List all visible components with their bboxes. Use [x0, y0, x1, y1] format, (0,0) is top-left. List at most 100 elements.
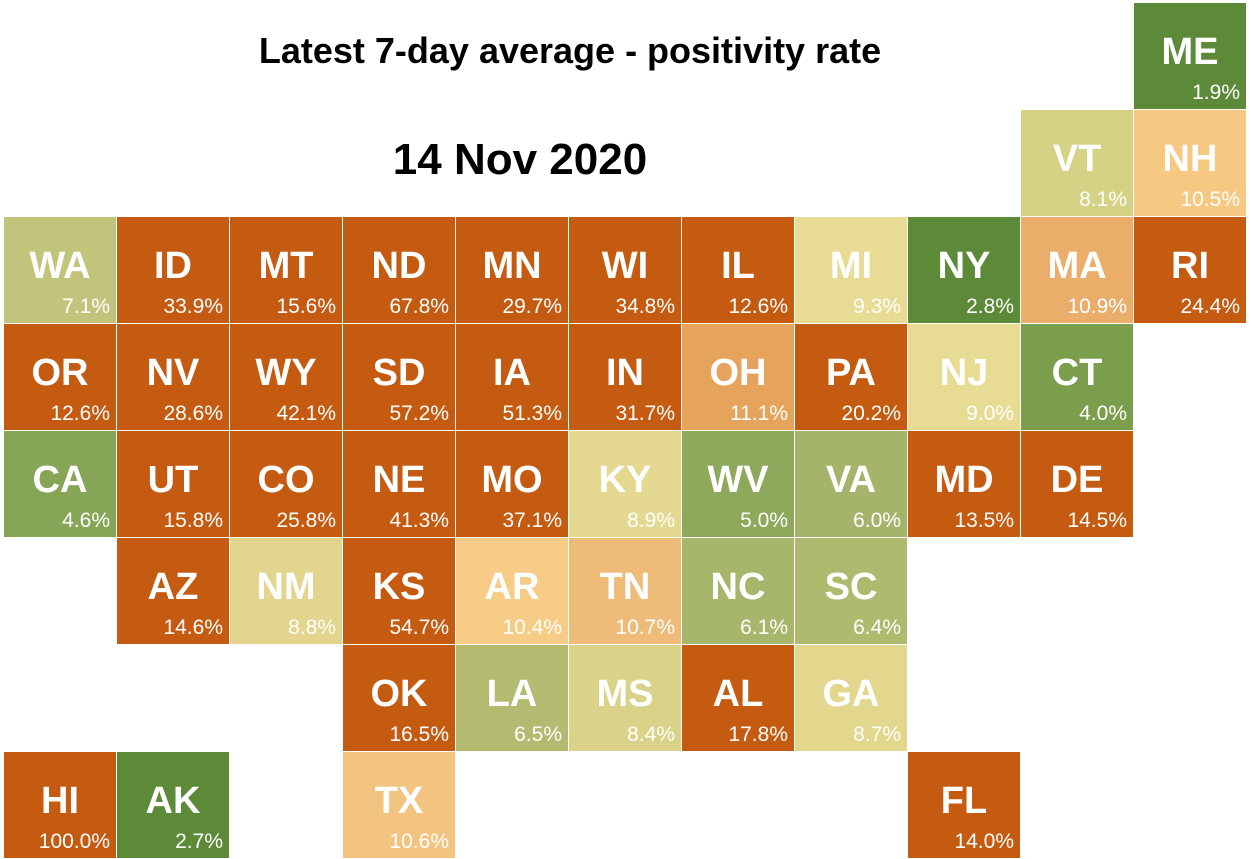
- state-tile-ct: CT 4.0%: [1021, 324, 1134, 431]
- state-abbr: NH: [1162, 138, 1218, 180]
- state-positivity-rate: 7.1%: [62, 295, 110, 318]
- state-abbr: NV: [146, 352, 200, 394]
- state-positivity-rate: 29.7%: [502, 295, 562, 318]
- state-abbr: NJ: [939, 352, 989, 394]
- state-positivity-rate: 2.8%: [966, 295, 1014, 318]
- state-positivity-rate: 20.2%: [841, 402, 901, 425]
- state-positivity-rate: 6.0%: [853, 509, 901, 532]
- state-tile-ga: GA 8.7%: [795, 645, 908, 752]
- state-positivity-rate: 28.6%: [163, 402, 223, 425]
- state-tile-az: AZ 14.6%: [117, 538, 230, 645]
- state-tile-ms: MS 8.4%: [569, 645, 682, 752]
- state-abbr: MS: [596, 673, 654, 715]
- state-abbr: MO: [481, 459, 543, 501]
- state-abbr: AZ: [147, 566, 199, 608]
- state-tile-mi: MI 9.3%: [795, 217, 908, 324]
- state-tile-md: MD 13.5%: [908, 431, 1021, 538]
- state-positivity-rate: 1.9%: [1192, 81, 1240, 104]
- state-tile-ak: AK 2.7%: [117, 752, 230, 859]
- state-positivity-rate: 11.1%: [730, 402, 788, 425]
- state-abbr: RI: [1171, 245, 1209, 287]
- state-positivity-rate: 67.8%: [389, 295, 449, 318]
- chart-date: 14 Nov 2020: [392, 135, 648, 184]
- state-abbr: LA: [486, 673, 538, 715]
- state-positivity-rate: 8.7%: [853, 723, 901, 746]
- state-tile-pa: PA 20.2%: [795, 324, 908, 431]
- state-abbr: WA: [29, 245, 91, 287]
- state-positivity-rate: 15.6%: [276, 295, 336, 318]
- state-abbr: HI: [41, 780, 79, 822]
- state-tile-me: ME 1.9%: [1134, 3, 1247, 110]
- state-abbr: AR: [484, 566, 540, 608]
- state-tile-tx: TX 10.6%: [343, 752, 456, 859]
- state-abbr: TX: [374, 780, 424, 822]
- state-abbr: NM: [256, 566, 316, 608]
- state-tile-ar: AR 10.4%: [456, 538, 569, 645]
- state-positivity-rate: 41.3%: [389, 509, 449, 532]
- state-positivity-rate: 25.8%: [276, 509, 336, 532]
- state-tile-mt: MT 15.6%: [230, 217, 343, 324]
- state-positivity-rate: 37.1%: [502, 509, 562, 532]
- state-positivity-rate: 10.7%: [615, 616, 675, 639]
- state-tile-il: IL 12.6%: [682, 217, 795, 324]
- state-positivity-rate: 10.9%: [1067, 295, 1127, 318]
- state-abbr: CO: [257, 459, 315, 501]
- state-positivity-rate: 51.3%: [502, 402, 562, 425]
- state-positivity-rate: 5.0%: [740, 509, 788, 532]
- state-positivity-rate: 16.5%: [389, 723, 449, 746]
- state-positivity-rate: 14.5%: [1067, 509, 1127, 532]
- state-abbr: MT: [258, 245, 314, 287]
- state-tile-ia: IA 51.3%: [456, 324, 569, 431]
- state-abbr: ID: [154, 245, 192, 287]
- state-abbr: MN: [482, 245, 542, 287]
- state-positivity-rate: 6.1%: [740, 616, 788, 639]
- state-abbr: ND: [371, 245, 427, 287]
- state-tile-ne: NE 41.3%: [343, 431, 456, 538]
- state-abbr: CT: [1051, 352, 1103, 394]
- state-tile-nj: NJ 9.0%: [908, 324, 1021, 431]
- state-positivity-rate: 33.9%: [163, 295, 223, 318]
- state-tile-va: VA 6.0%: [795, 431, 908, 538]
- state-positivity-rate: 14.0%: [954, 830, 1014, 853]
- state-tile-in: IN 31.7%: [569, 324, 682, 431]
- state-positivity-rate: 8.4%: [627, 723, 675, 746]
- state-positivity-rate: 54.7%: [389, 616, 449, 639]
- state-positivity-rate: 2.7%: [175, 830, 223, 853]
- state-abbr: WY: [255, 352, 317, 394]
- state-tile-hi: HI 100.0%: [4, 752, 117, 859]
- state-abbr: VT: [1052, 138, 1102, 180]
- state-abbr: PA: [826, 352, 876, 394]
- state-positivity-rate: 10.6%: [389, 830, 449, 853]
- state-positivity-rate: 4.6%: [62, 509, 110, 532]
- state-positivity-rate: 8.1%: [1079, 188, 1127, 211]
- state-tile-wi: WI 34.8%: [569, 217, 682, 324]
- state-positivity-rate: 42.1%: [276, 402, 336, 425]
- state-abbr: OK: [370, 673, 428, 715]
- state-positivity-rate: 100.0%: [38, 830, 110, 853]
- state-positivity-rate: 8.9%: [627, 509, 675, 532]
- state-tile-ky: KY 8.9%: [569, 431, 682, 538]
- state-positivity-rate: 15.8%: [163, 509, 223, 532]
- state-abbr: UT: [147, 459, 199, 501]
- state-positivity-rate: 9.3%: [853, 295, 901, 318]
- state-tile-mn: MN 29.7%: [456, 217, 569, 324]
- state-tile-sd: SD 57.2%: [343, 324, 456, 431]
- state-tile-co: CO 25.8%: [230, 431, 343, 538]
- state-tile-tn: TN 10.7%: [569, 538, 682, 645]
- state-tile-ks: KS 54.7%: [343, 538, 456, 645]
- chart-title: Latest 7-day average - positivity rate: [258, 30, 882, 71]
- state-abbr: KS: [372, 566, 426, 608]
- state-tile-ma: MA 10.9%: [1021, 217, 1134, 324]
- state-abbr: OH: [709, 352, 767, 394]
- state-tile-nh: NH 10.5%: [1134, 110, 1247, 217]
- state-tile-vt: VT 8.1%: [1021, 110, 1134, 217]
- state-abbr: AK: [145, 780, 201, 822]
- state-positivity-rate: 10.4%: [502, 616, 562, 639]
- state-abbr: OR: [31, 352, 89, 394]
- state-abbr: SD: [372, 352, 426, 394]
- state-abbr: AL: [712, 673, 764, 715]
- state-abbr: NC: [710, 566, 766, 608]
- state-abbr: WV: [707, 459, 769, 501]
- state-positivity-rate: 4.0%: [1079, 402, 1127, 425]
- state-abbr: VA: [826, 459, 876, 501]
